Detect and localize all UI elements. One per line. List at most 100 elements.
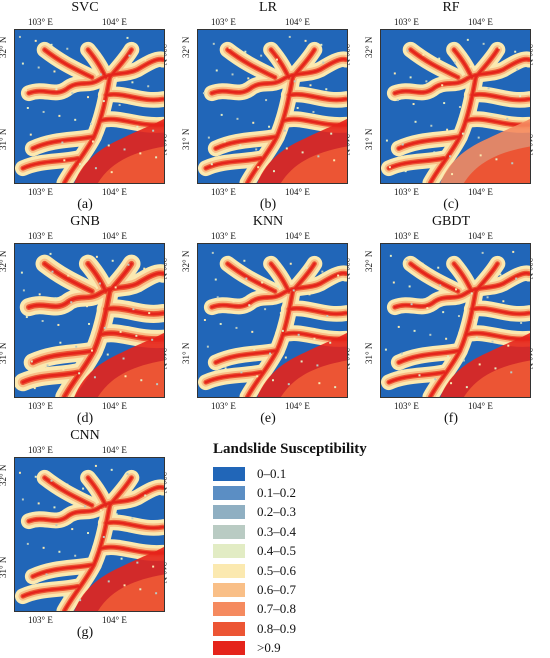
legend-swatch <box>213 466 245 481</box>
legend-swatch <box>213 544 245 559</box>
coordinate-tick-label: 32° N <box>0 251 8 272</box>
legend-label: 0.8–0.9 <box>257 620 296 636</box>
coordinate-tick-label: 104° E <box>102 615 127 625</box>
coordinate-tick-label: 32° N <box>181 250 191 272</box>
panel-label: (d) <box>76 411 94 426</box>
coordinate-tick-label: 32° N <box>0 37 8 58</box>
panel-title: SVC <box>71 0 99 15</box>
panel-title: LR <box>259 0 277 15</box>
panel-title: CNN <box>70 428 100 443</box>
legend: Landslide Susceptibility 0–0.1 0.1–0.2 0.2… <box>213 440 413 658</box>
legend-swatch <box>213 583 245 598</box>
coordinate-tick-label: 104° E <box>285 187 310 197</box>
coordinate-tick-label: 103° E <box>28 615 53 625</box>
legend-item: 0.5–0.6 <box>213 561 413 580</box>
legend-swatch <box>213 505 245 520</box>
legend-label: 0.5–0.6 <box>257 562 296 578</box>
coordinate-tick-label: 104° E <box>468 401 493 411</box>
coordinate-tick-label: 31° N <box>0 343 8 364</box>
coordinate-tick-label: 103° E <box>211 401 236 411</box>
susceptibility-map <box>14 243 165 398</box>
coordinate-tick-label: 32° N <box>364 36 374 58</box>
coordinate-tick-label: 104° E <box>102 401 127 411</box>
legend-items: 0–0.1 0.1–0.2 0.2–0.3 0.3–0.4 0.4–0.5 0.5–0.6… <box>213 464 413 658</box>
coordinate-tick-label: 104° E <box>102 231 127 241</box>
legend-label: 0.4–0.5 <box>257 543 296 559</box>
coordinate-tick-label: 104° E <box>102 17 127 27</box>
coordinate-tick-label: 104° E <box>102 445 127 455</box>
coordinate-tick-label: 31° N <box>181 342 191 364</box>
legend-label: 0–0.1 <box>257 465 287 481</box>
susceptibility-map <box>197 29 348 184</box>
legend-item: 0.1–0.2 <box>213 483 413 502</box>
legend-item: 0–0.1 <box>213 464 413 483</box>
coordinate-tick-label: 32° N <box>364 250 374 272</box>
legend-title: Landslide Susceptibility <box>213 441 367 457</box>
legend-label: 0.3–0.4 <box>257 523 296 539</box>
legend-label: 0.7–0.8 <box>257 601 296 617</box>
coordinate-tick-label: 103° E <box>211 17 236 27</box>
legend-item: 0.7–0.8 <box>213 600 413 619</box>
panel-label: (b) <box>259 197 277 212</box>
panel-title: GNB <box>70 214 100 229</box>
legend-swatch <box>213 524 245 539</box>
coordinate-tick-label: 31° N <box>0 129 8 150</box>
legend-label: 0.6–0.7 <box>257 582 296 598</box>
coordinate-tick-label: 32° N <box>181 36 191 58</box>
legend-swatch <box>213 486 245 501</box>
coordinate-tick-label: 104° E <box>468 17 493 27</box>
coordinate-tick-label: 103° E <box>211 187 236 197</box>
legend-item: 0.8–0.9 <box>213 619 413 638</box>
coordinate-tick-label: 103° E <box>28 445 53 455</box>
coordinate-tick-label: 104° E <box>285 401 310 411</box>
panel-title: RF <box>442 0 460 15</box>
susceptibility-map <box>14 29 165 184</box>
panel-label: (g) <box>76 625 94 640</box>
coordinate-tick-label: 31° N <box>181 128 191 150</box>
coordinate-tick-label: 103° E <box>394 187 419 197</box>
coordinate-tick-label: 103° E <box>28 231 53 241</box>
legend-item: 0.6–0.7 <box>213 580 413 599</box>
coordinate-tick-label: 104° E <box>468 187 493 197</box>
panel-title: KNN <box>252 214 284 229</box>
coordinate-tick-label: 104° E <box>285 231 310 241</box>
coordinate-tick-label: 31° N <box>364 342 374 364</box>
legend-swatch <box>213 602 245 617</box>
legend-swatch <box>213 563 245 578</box>
coordinate-tick-label: 103° E <box>28 401 53 411</box>
panel-label: (a) <box>77 197 93 212</box>
legend-item: 0.4–0.5 <box>213 542 413 561</box>
coordinate-tick-label: 103° E <box>28 187 53 197</box>
coordinate-tick-label: 103° E <box>394 401 419 411</box>
coordinate-tick-label: 104° E <box>285 17 310 27</box>
coordinate-tick-label: 104° E <box>468 231 493 241</box>
legend-item: 0.2–0.3 <box>213 503 413 522</box>
legend-item: >0.9 <box>213 639 413 658</box>
legend-label: 0.1–0.2 <box>257 485 296 501</box>
susceptibility-map <box>380 243 531 398</box>
coordinate-tick-label: 31° N <box>0 557 8 578</box>
panel-label: (e) <box>260 411 276 426</box>
coordinate-tick-label: 103° E <box>28 17 53 27</box>
coordinate-tick-label: 103° E <box>211 231 236 241</box>
panel-label: (c) <box>443 197 459 212</box>
legend-label: 0.2–0.3 <box>257 504 296 520</box>
panel-title: GBDT <box>431 214 471 229</box>
legend-item: 0.3–0.4 <box>213 522 413 541</box>
coordinate-tick-label: 103° E <box>394 231 419 241</box>
panel-label: (f) <box>444 411 458 426</box>
coordinate-tick-label: 103° E <box>394 17 419 27</box>
coordinate-tick-label: 31° N <box>364 128 374 150</box>
susceptibility-map <box>14 457 165 612</box>
susceptibility-map <box>380 29 531 184</box>
susceptibility-map <box>197 243 348 398</box>
coordinate-tick-label: 32° N <box>0 465 8 486</box>
legend-swatch <box>213 621 245 636</box>
